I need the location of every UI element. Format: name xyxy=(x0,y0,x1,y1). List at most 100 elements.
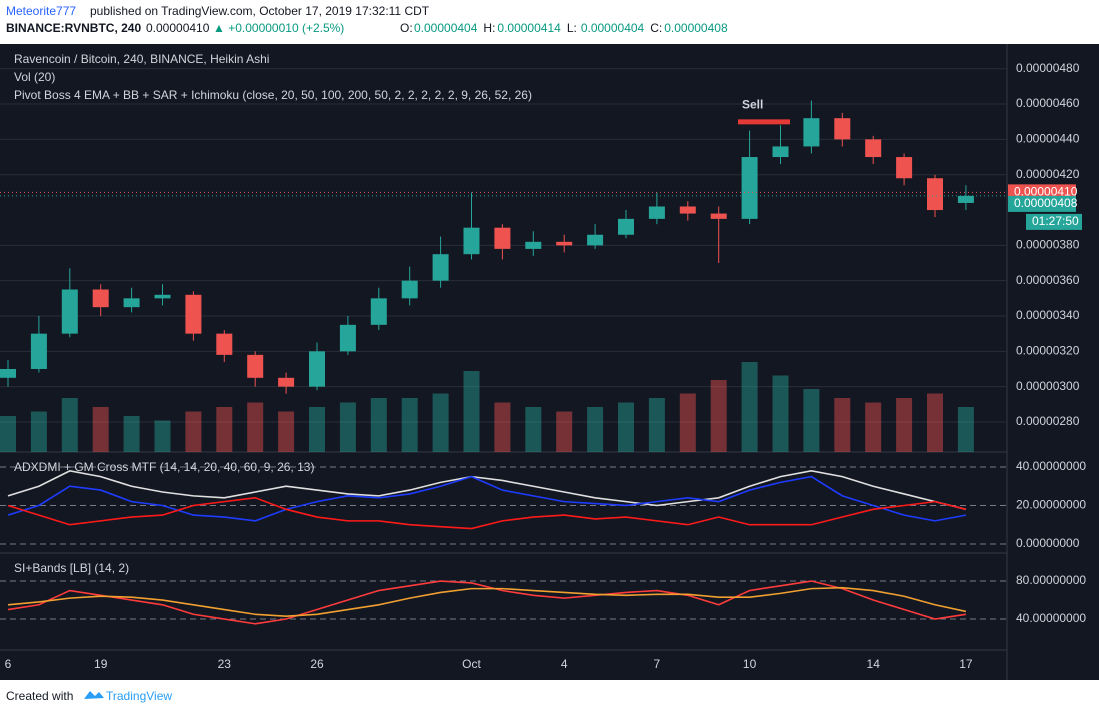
volume-bar xyxy=(772,375,789,452)
volume-bar xyxy=(30,411,47,452)
y-tick-label: 0.00000000 xyxy=(1016,536,1080,550)
pane-title: Ravencoin / Bitcoin, 240, BINANCE, Heiki… xyxy=(14,52,269,66)
y-tick-label: 0.00000460 xyxy=(1016,96,1080,110)
series-line xyxy=(7,470,967,511)
price-label-box xyxy=(1008,195,1076,212)
volume-bar xyxy=(927,393,943,452)
legend: Vol (20) xyxy=(14,70,55,84)
y-tick-label: 40.00000000 xyxy=(1016,611,1086,625)
y-tick-label: 0.00000300 xyxy=(1016,379,1080,393)
volume-bar xyxy=(618,402,634,452)
volume-bar xyxy=(370,398,387,452)
volume-bar xyxy=(247,402,264,452)
candle-body xyxy=(370,298,387,325)
volume-bar xyxy=(309,407,325,452)
candle-body xyxy=(772,146,789,158)
candle-body xyxy=(339,324,356,352)
publisher[interactable]: Meteorite777 xyxy=(6,4,76,18)
volume-bar xyxy=(278,411,295,452)
price-label: 0.00000408 xyxy=(1014,196,1078,210)
candle-body xyxy=(679,206,696,214)
ohlc-value: 0.00000404 xyxy=(581,21,645,35)
change: ▲ +0.00000010 (+2.5%) xyxy=(213,21,344,35)
volume-bar xyxy=(463,371,480,452)
volume-bar xyxy=(154,420,171,452)
last-price: 0.00000410 xyxy=(146,21,210,35)
symbol: BINANCE:RVNBTC, 240 xyxy=(6,21,141,35)
candle-body xyxy=(741,157,758,219)
y-tick-label: 0.00000420 xyxy=(1016,167,1080,181)
candle-body xyxy=(247,354,264,378)
pane-title: ADXDMI + GM Cross MTF (14, 14, 20, 40, 6… xyxy=(14,460,314,474)
volume-bar xyxy=(679,393,696,452)
candle-body xyxy=(309,351,325,387)
volume-bar xyxy=(896,398,913,452)
ohlc-label: O: xyxy=(400,21,413,35)
series-line xyxy=(7,496,967,530)
price-label: 0.00000410 xyxy=(1014,185,1078,199)
y-tick-label: 0.00000360 xyxy=(1016,273,1080,287)
y-tick-label: 0.00000380 xyxy=(1016,238,1080,252)
chart-background xyxy=(0,44,1099,680)
volume-bar xyxy=(834,398,851,452)
pane-title: SI+Bands [LB] (14, 2) xyxy=(14,561,129,575)
candle-body xyxy=(618,218,634,235)
y-tick-label: 0.00000340 xyxy=(1016,308,1080,322)
x-tick-label: 19 xyxy=(94,657,108,671)
series-line xyxy=(7,475,967,522)
y-tick-label: 0.00000320 xyxy=(1016,343,1080,357)
legend: Pivot Boss 4 EMA + BB + SAR + Ichimoku (… xyxy=(14,88,532,102)
volume-bar xyxy=(216,407,233,452)
y-tick-label: 20.00000000 xyxy=(1016,498,1086,512)
volume-bar xyxy=(648,398,665,452)
volume-bar xyxy=(710,380,727,452)
candle-body xyxy=(463,227,480,255)
x-tick-label: 14 xyxy=(867,657,881,671)
candle-body xyxy=(30,333,47,369)
candle-body xyxy=(803,118,820,147)
volume-bar xyxy=(587,407,604,452)
ohlc-value: 0.00000408 xyxy=(664,21,728,35)
candle-body xyxy=(0,368,16,378)
candle-body xyxy=(710,213,727,219)
candle-body xyxy=(216,333,233,355)
series-line xyxy=(7,586,967,617)
volume-bar xyxy=(61,398,78,452)
volume-bar xyxy=(0,416,16,452)
volume-bar xyxy=(185,411,202,452)
volume-bar xyxy=(741,362,758,452)
x-tick-label: 23 xyxy=(218,657,232,671)
candle-body xyxy=(432,254,449,281)
series-line xyxy=(7,580,967,625)
y-tick-label: 0.00000280 xyxy=(1016,414,1080,428)
countdown: 01:27:50 xyxy=(1032,214,1079,228)
candle-body xyxy=(648,206,665,219)
x-tick-label: 17 xyxy=(959,657,973,671)
candle-body xyxy=(896,157,913,179)
candle-body xyxy=(587,234,604,246)
candle-body xyxy=(61,289,78,334)
x-tick-label: Oct xyxy=(462,657,481,671)
x-tick-label: 10 xyxy=(743,657,757,671)
candle-body xyxy=(927,178,943,211)
ohlc-value: 0.00000414 xyxy=(497,21,561,35)
x-tick-label: 4 xyxy=(561,657,568,671)
logo xyxy=(84,691,104,699)
volume-bar xyxy=(339,402,356,452)
candle-body xyxy=(401,280,418,299)
volume-bar xyxy=(865,402,882,452)
volume-bar xyxy=(401,398,418,452)
candle-body xyxy=(92,289,109,308)
annotation: Sell xyxy=(742,98,763,112)
x-tick-label: 6 xyxy=(5,657,12,671)
candle-body xyxy=(154,294,171,299)
volume-bar xyxy=(432,393,449,452)
candle-body xyxy=(123,298,140,308)
footer-brand[interactable]: TradingView xyxy=(106,689,172,703)
annotation-bar xyxy=(738,119,790,125)
y-tick-label: 0.00000440 xyxy=(1016,132,1080,146)
ohlc-label: L: xyxy=(567,21,577,35)
volume-bar xyxy=(92,407,109,452)
